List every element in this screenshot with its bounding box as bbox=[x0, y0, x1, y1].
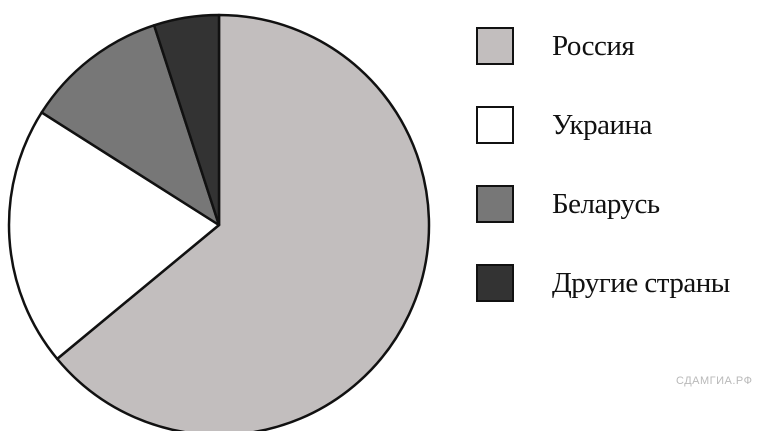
watermark: СДАМГИА.РФ bbox=[676, 375, 753, 387]
legend-label-other-countries: Другие страны bbox=[552, 266, 730, 299]
pie-slices bbox=[7, 13, 431, 431]
pie-slice-other-countries bbox=[152, 13, 221, 227]
legend-swatch-ukraine bbox=[476, 106, 514, 144]
legend-swatch-belarus bbox=[476, 185, 514, 223]
legend-swatch-russia bbox=[476, 27, 514, 65]
pie-slice-belarus bbox=[40, 24, 221, 227]
legend-label-russia: Россия bbox=[552, 29, 635, 62]
legend-item-ukraine: Украина bbox=[476, 105, 730, 145]
legend-swatch-other-countries bbox=[476, 264, 514, 302]
legend-item-other-countries: Другие страны bbox=[476, 263, 730, 303]
legend-label-ukraine: Украина bbox=[552, 108, 652, 141]
pie-slice-ukraine bbox=[7, 111, 221, 361]
chart-legend: Россия Украина Беларусь Другие страны bbox=[476, 26, 730, 342]
legend-item-belarus: Беларусь bbox=[476, 184, 730, 224]
legend-item-russia: Россия bbox=[476, 26, 730, 66]
legend-label-belarus: Беларусь bbox=[552, 187, 660, 220]
pie-slice-russia bbox=[55, 13, 431, 431]
